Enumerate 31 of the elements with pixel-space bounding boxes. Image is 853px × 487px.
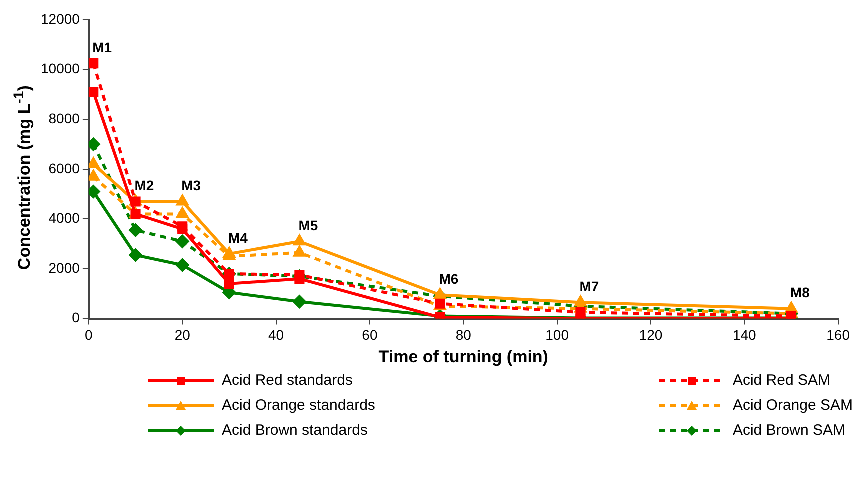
y-tick-label: 0 (72, 310, 80, 326)
x-tick-label: 160 (826, 327, 850, 344)
x-tick-label: 120 (639, 327, 663, 344)
x-axis-title: Time of turning (min) (378, 347, 548, 366)
annotation: M3 (182, 178, 202, 194)
x-tick-label: 100 (546, 327, 570, 344)
x-tick-label: 20 (174, 327, 191, 344)
x-tick-label: 0 (85, 327, 94, 344)
annotation: M8 (790, 284, 810, 301)
y-tick-label: 6000 (48, 160, 80, 176)
y-tick-label: 8000 (48, 110, 80, 126)
y-tick-label: 12000 (40, 10, 80, 27)
x-tick-label: 140 (732, 327, 757, 344)
legend-label: Acid Orange standards (222, 397, 376, 414)
y-tick-label: 2000 (48, 260, 80, 276)
x-tick-label: 40 (268, 327, 284, 344)
annotation: M5 (298, 217, 318, 234)
y-tick-label: 10000 (40, 60, 80, 77)
legend-label: Acid Orange SAM (732, 397, 853, 414)
annotation: M1 (92, 39, 112, 56)
legend-label: Acid Red SAM (732, 372, 830, 389)
legend-label: Acid Brown SAM (732, 422, 846, 439)
x-tick-label: 60 (362, 327, 378, 344)
annotation: M7 (580, 278, 600, 294)
annotation: M2 (134, 178, 154, 194)
annotation: M6 (439, 271, 459, 288)
legend-label: Acid Brown standards (222, 422, 368, 439)
x-tick-label: 80 (456, 327, 472, 344)
y-tick-label: 4000 (48, 210, 80, 226)
annotation: M4 (228, 230, 248, 246)
legend-label: Acid Red standards (222, 372, 353, 389)
